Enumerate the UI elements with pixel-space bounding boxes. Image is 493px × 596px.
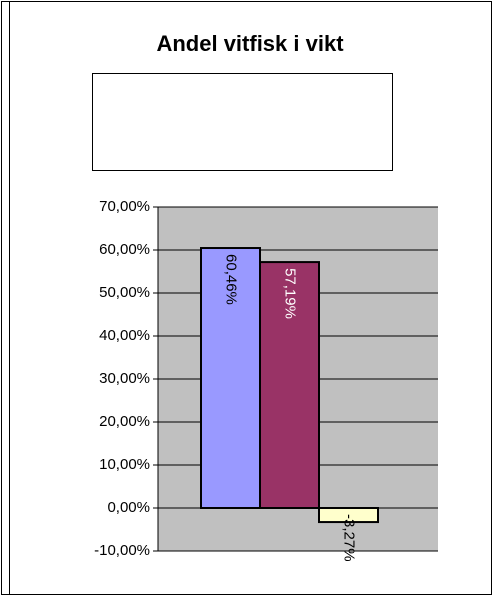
y-tick-label: -10,00% xyxy=(94,542,150,559)
bar xyxy=(200,247,261,509)
y-tick-label: 60,00% xyxy=(99,241,150,258)
y-tick-label: 0,00% xyxy=(107,499,150,516)
y-tick-label: 50,00% xyxy=(99,284,150,301)
y-tick-label: 30,00% xyxy=(99,370,150,387)
data-label: 60,46% xyxy=(223,254,240,305)
y-tick-label: 10,00% xyxy=(99,456,150,473)
y-tick-label: 20,00% xyxy=(99,413,150,430)
bar xyxy=(259,261,320,510)
bar xyxy=(318,507,379,524)
data-label: 57,19% xyxy=(282,268,299,319)
chart-title: Andel vitfisk i vikt xyxy=(156,31,344,56)
y-tick-label: 40,00% xyxy=(99,327,150,344)
y-tick-label: 70,00% xyxy=(99,198,150,215)
data-label: -3,27% xyxy=(341,514,358,562)
legend xyxy=(92,73,393,171)
